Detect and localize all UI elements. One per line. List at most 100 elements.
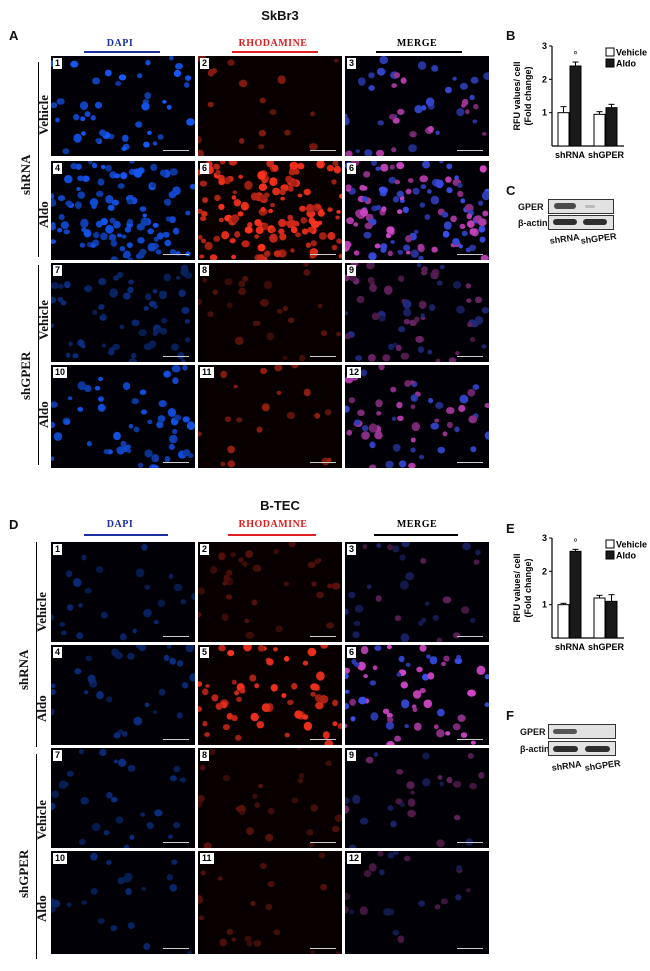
micrograph-rhodamine-5: 6 [198,161,342,260]
y-axis-label: RFU values/ cell [512,61,522,130]
blot-label-gper: GPER [518,202,544,212]
column-underline-rhodamine [232,51,318,53]
micrograph-rhodamine-5: 5 [198,645,342,745]
blot-band-beta-actin [548,215,614,230]
scale-bar [163,150,189,151]
row-label-vehicle: Vehicle [36,300,51,340]
column-header-dapi: DAPI [106,519,134,530]
column-underline-merge [376,51,462,53]
bar-aldo [569,550,582,639]
blot-lane-shgper: shGPER [584,757,622,773]
scale-bar [310,150,336,151]
panel-number: 4 [53,163,63,174]
panel-number: 3 [347,58,357,69]
column-underline-dapi [84,51,160,53]
scale-bar [310,462,336,463]
scale-bar [457,462,483,463]
scale-bar [457,948,483,949]
bar-aldo [605,107,618,147]
panel-number: 3 [347,544,357,555]
panel-number: 6 [200,163,210,174]
micrograph-rhodamine-8: 8 [198,263,342,362]
panel-number: 5 [200,647,210,658]
micrograph-merge-12: 12 [345,365,489,468]
y-tick-label: 1 [542,600,547,610]
row-label-vehicle: Vehicle [34,592,49,632]
panel-number: 11 [200,853,214,864]
y-axis-label: RFU values/ cell [512,553,522,622]
legend-label-aldo: Aldo [616,59,636,69]
micrograph-dapi-7: 7 [51,263,195,362]
panel-number: 2 [200,58,210,69]
y-tick-label: 3 [542,533,547,543]
bar-vehicle [557,604,570,639]
column-header-merge: MERGE [396,38,438,49]
micrograph-merge-6: 6 [345,161,489,260]
scale-bar [457,636,483,637]
row-label-aldo: Aldo [36,401,51,428]
bar-vehicle [593,113,606,147]
scale-bar [457,842,483,843]
micrograph-merge-9: 9 [345,748,489,848]
column-header-merge: MERGE [396,519,438,530]
bar-vehicle [593,597,606,639]
scale-bar [163,842,189,843]
micrograph-dapi-4: 4 [51,161,195,260]
scale-bar [163,636,189,637]
blot-band-gper [548,724,616,739]
micrograph-dapi-10: 10 [51,851,195,954]
panel-number: 2 [200,544,210,555]
panel-letter-d: D [9,517,19,532]
row-label-aldo: Aldo [34,895,49,922]
scale-bar [457,254,483,255]
panel-letter-b: B [506,28,516,43]
group-label-shrna: shRNA [18,154,33,195]
micrograph-merge-6: 6 [345,645,489,745]
bar-aldo [569,65,582,147]
y-tick-label: 2 [542,566,547,576]
scale-bar [310,356,336,357]
x-tick-label: shRNA [555,150,586,160]
panel-letter-e: E [506,521,515,536]
panel-number: 1 [53,544,63,555]
row-label-aldo: Aldo [36,201,51,228]
panel-number: 6 [347,647,357,658]
scale-bar [457,739,483,740]
blot-label-gper: GPER [520,727,546,737]
column-underline-merge [374,534,458,536]
legend-swatch-aldo [605,550,615,560]
micrograph-rhodamine-11: 11 [198,365,342,468]
micrograph-rhodamine-2: 2 [198,542,342,642]
panel-letter-f: F [506,708,514,723]
scale-bar [310,739,336,740]
blot-lane-shrna: shRNA [551,758,583,773]
column-header-rhodamine: RHODAMINE [238,519,308,530]
group-label-shgper: shGPER [18,351,33,400]
scale-bar [163,356,189,357]
blot-label-beta-actin: β-actin [518,218,548,228]
panel-number: 12 [347,853,362,864]
group-label-shrna: shRNA [16,649,31,690]
legend-swatch-vehicle [605,539,615,549]
micrograph-rhodamine-2: 2 [198,56,342,156]
micrograph-dapi-1: 1 [51,56,195,156]
btec-title: B-TEC [260,498,300,513]
legend-label-aldo: Aldo [616,551,636,561]
bar-aldo [605,600,618,639]
micrograph-merge-9: 9 [345,263,489,362]
scale-bar [310,636,336,637]
blot-lane-shgper: shGPER [580,230,618,246]
bar-chart-e: RFU values/ cell (Fold change) 1 2 3 shRNA ° sh… [512,533,647,652]
bar-chart-b: RFU values/ cell (Fold change) 1 2 3 shRNA ° sh… [512,41,647,160]
column-underline-rhodamine [228,534,316,536]
blot-band-gper [548,199,614,214]
group-label-shgper: shGPER [16,849,31,898]
column-header-dapi: DAPI [106,38,134,49]
panel-number: 9 [347,265,357,276]
x-tick-label: shGPER [588,642,625,652]
y-tick-label: 1 [542,108,547,118]
y-tick-label: 3 [542,41,547,51]
legend-swatch-vehicle [605,47,615,57]
group-brace-shgper [38,265,39,465]
blot-band-beta-actin [548,741,616,756]
